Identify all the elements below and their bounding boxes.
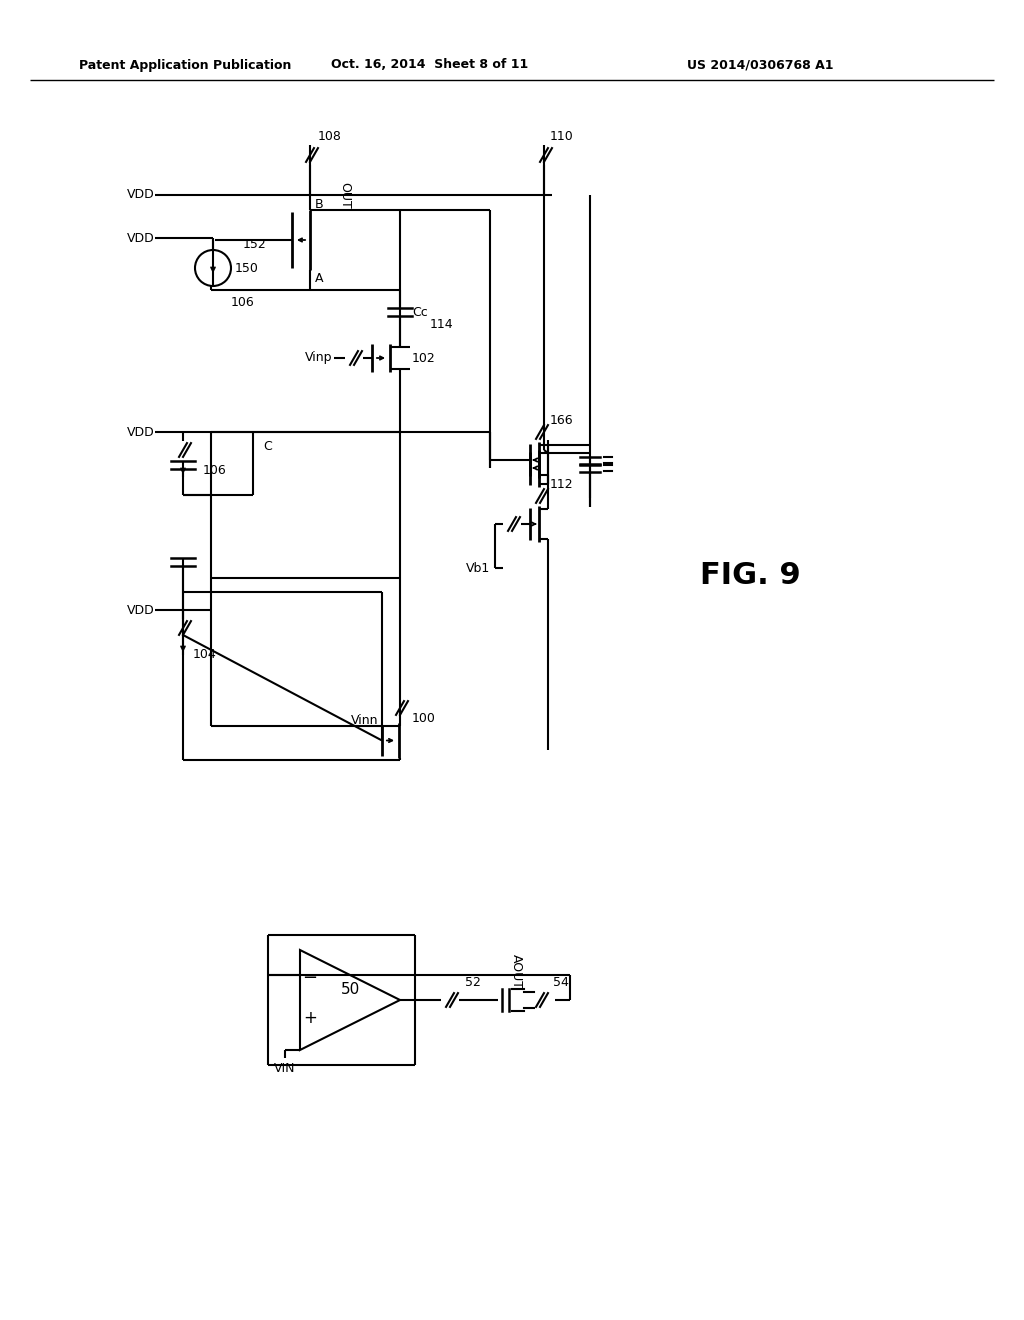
Text: 110: 110 (550, 131, 573, 144)
Text: 150: 150 (234, 261, 259, 275)
Text: 54: 54 (553, 975, 569, 989)
Text: 108: 108 (318, 131, 342, 144)
Text: Vinp: Vinp (304, 351, 332, 364)
Text: VDD: VDD (127, 425, 155, 438)
Text: 152: 152 (243, 239, 266, 252)
Text: 104: 104 (193, 648, 217, 661)
Text: 106: 106 (203, 463, 226, 477)
Text: 106: 106 (231, 297, 255, 309)
Text: 102: 102 (412, 351, 436, 364)
Text: VIN: VIN (274, 1061, 296, 1074)
Text: 166: 166 (550, 413, 573, 426)
Text: US 2014/0306768 A1: US 2014/0306768 A1 (687, 58, 834, 71)
Text: VDD: VDD (127, 189, 155, 202)
Text: 50: 50 (340, 982, 359, 998)
Text: B: B (315, 198, 324, 211)
Text: 114: 114 (430, 318, 454, 330)
Text: Vb1: Vb1 (466, 561, 490, 574)
Text: −: − (302, 969, 317, 987)
Text: Cc: Cc (412, 305, 428, 318)
Text: 112: 112 (550, 478, 573, 491)
Text: +: + (303, 1008, 317, 1027)
Text: VDD: VDD (127, 231, 155, 244)
Text: A: A (315, 272, 324, 285)
Text: AOUT: AOUT (510, 954, 522, 990)
Text: 100: 100 (412, 711, 436, 725)
Text: FIG. 9: FIG. 9 (700, 561, 801, 590)
Text: Oct. 16, 2014  Sheet 8 of 11: Oct. 16, 2014 Sheet 8 of 11 (332, 58, 528, 71)
Text: Vinn: Vinn (350, 714, 378, 726)
Text: 52: 52 (465, 975, 481, 989)
Text: C: C (263, 441, 271, 454)
Text: Patent Application Publication: Patent Application Publication (79, 58, 291, 71)
Text: OUT: OUT (338, 182, 351, 209)
Text: VDD: VDD (127, 603, 155, 616)
